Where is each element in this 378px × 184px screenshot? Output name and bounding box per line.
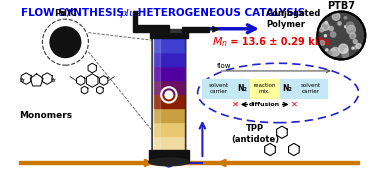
- Bar: [280, 79, 293, 98]
- Bar: [19, 162, 359, 164]
- Text: ✕: ✕: [231, 100, 239, 109]
- Bar: [153, 66, 184, 80]
- Text: reaction
mix.: reaction mix.: [253, 83, 276, 94]
- Circle shape: [331, 47, 340, 56]
- Circle shape: [319, 28, 324, 32]
- Circle shape: [318, 12, 365, 59]
- Bar: [153, 38, 160, 151]
- FancyArrowPatch shape: [212, 27, 217, 31]
- Circle shape: [353, 40, 357, 44]
- Text: HETEROGENEOUS CATALYSIS: HETEROGENEOUS CATALYSIS: [135, 8, 305, 18]
- Bar: [236, 79, 249, 98]
- Bar: [250, 79, 279, 98]
- Circle shape: [325, 22, 327, 24]
- Circle shape: [344, 49, 348, 53]
- Bar: [153, 38, 184, 52]
- Circle shape: [330, 49, 337, 56]
- Bar: [133, 10, 137, 32]
- Text: Conjugated
Polymer: Conjugated Polymer: [266, 10, 321, 29]
- Circle shape: [320, 40, 325, 45]
- Text: FLOW SYNTHESIS: FLOW SYNTHESIS: [21, 8, 128, 18]
- Circle shape: [332, 13, 340, 20]
- Bar: [182, 27, 209, 32]
- Text: PTB7: PTB7: [327, 1, 355, 10]
- Text: N₂: N₂: [238, 84, 248, 93]
- Bar: [153, 108, 184, 122]
- Circle shape: [352, 47, 354, 49]
- Text: N₂: N₂: [282, 84, 292, 93]
- Circle shape: [345, 26, 347, 28]
- Circle shape: [338, 22, 341, 25]
- Circle shape: [347, 25, 355, 34]
- Bar: [153, 122, 184, 137]
- Circle shape: [344, 16, 347, 19]
- Text: ✕: ✕: [291, 100, 298, 109]
- Circle shape: [165, 91, 173, 99]
- Circle shape: [324, 35, 327, 37]
- Circle shape: [328, 51, 332, 55]
- Ellipse shape: [149, 158, 189, 166]
- Text: Br: Br: [50, 78, 56, 83]
- Circle shape: [332, 52, 336, 56]
- Bar: [152, 29, 186, 32]
- Text: $\mathit{M}_n$: $\mathit{M}_n$: [212, 35, 228, 49]
- Text: Br: Br: [19, 78, 25, 83]
- Circle shape: [50, 27, 81, 58]
- Circle shape: [346, 22, 354, 30]
- Bar: [153, 136, 184, 151]
- Text: plus: plus: [119, 9, 141, 18]
- Circle shape: [330, 32, 336, 37]
- Bar: [153, 80, 184, 94]
- Bar: [202, 79, 235, 98]
- Text: = 13.6 ± 0.29 kDa: = 13.6 ± 0.29 kDa: [227, 37, 330, 47]
- Circle shape: [342, 51, 349, 58]
- Circle shape: [165, 159, 173, 167]
- Circle shape: [339, 44, 348, 53]
- Circle shape: [329, 26, 333, 31]
- Bar: [153, 94, 184, 108]
- Bar: [294, 79, 327, 98]
- Bar: [150, 32, 188, 38]
- Text: solvent
carrier: solvent carrier: [301, 83, 321, 94]
- Bar: [153, 52, 184, 66]
- Text: solvent
carrier: solvent carrier: [209, 83, 229, 94]
- Circle shape: [350, 33, 356, 39]
- Circle shape: [354, 46, 357, 49]
- Text: diffusion: diffusion: [249, 102, 280, 107]
- Text: Pd/C: Pd/C: [54, 8, 77, 17]
- Text: flow: flow: [217, 63, 231, 69]
- Bar: [149, 151, 189, 162]
- Circle shape: [326, 49, 328, 51]
- Circle shape: [321, 23, 329, 30]
- Circle shape: [356, 44, 361, 49]
- Text: TPP
(antidote): TPP (antidote): [231, 124, 279, 144]
- Bar: [136, 25, 169, 32]
- Text: Monomers: Monomers: [19, 111, 73, 120]
